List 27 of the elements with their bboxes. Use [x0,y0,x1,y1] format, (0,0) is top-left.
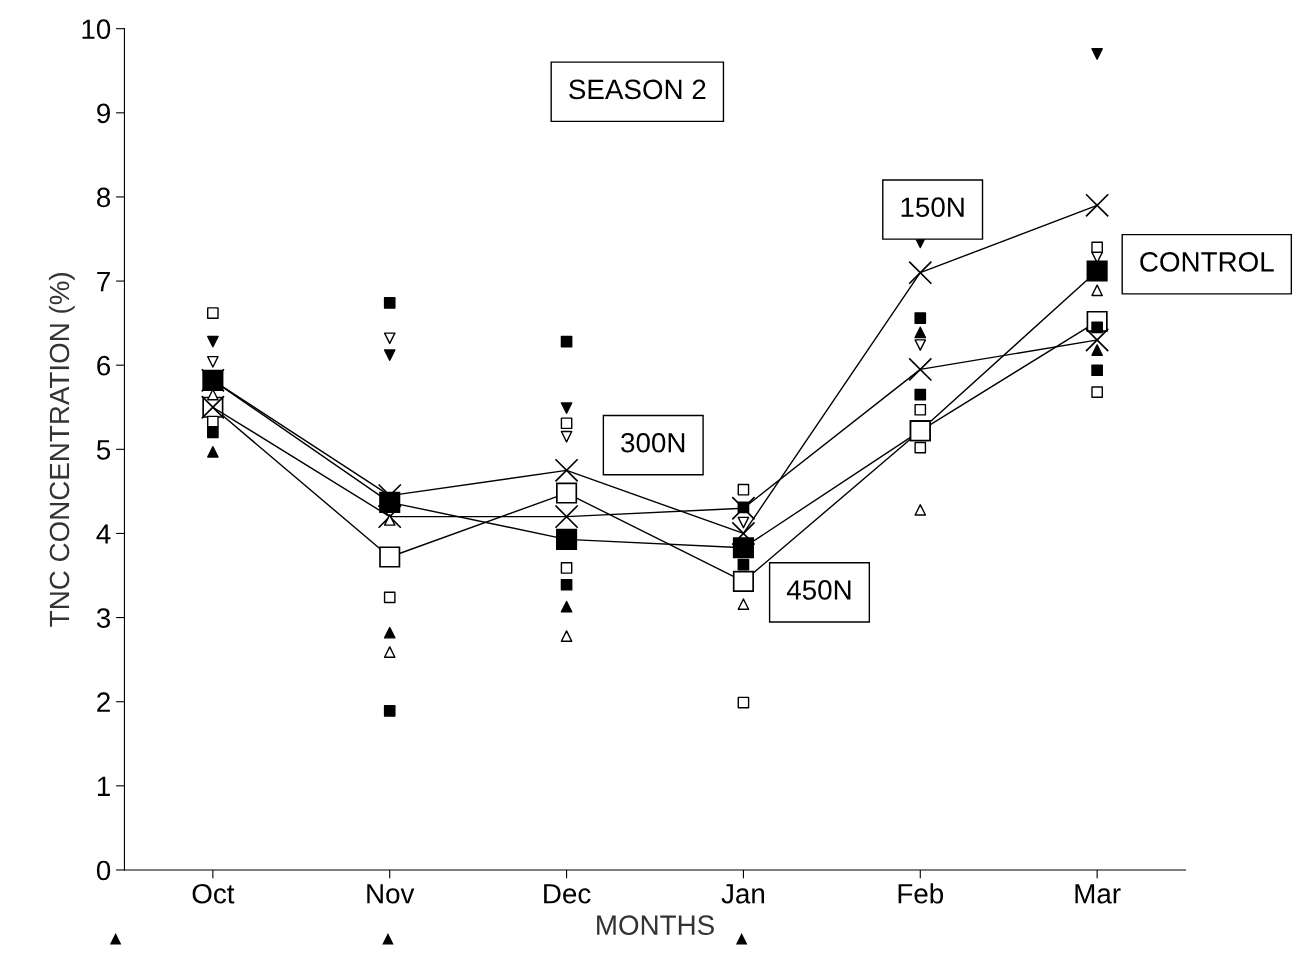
y-tick-label: 2 [97,692,110,712]
x-tick-label: Nov [367,884,415,904]
y-tick-label: 6 [97,355,111,376]
annotation: 300N [621,432,685,453]
text: ▲ [382,933,394,945]
y-tick-label: 4 [96,524,111,544]
text: ▲ [109,933,122,945]
y-tick-label: 10 [82,19,111,40]
annotation: 450N [786,580,851,600]
annotation: CONTROL [1140,252,1274,272]
text: ▲ [735,933,748,945]
x-tick-label: Oct [192,883,235,904]
y-tick-label: 3 [96,608,111,628]
y-axis-title: TNC CONCENTRATION (%) [48,273,75,627]
x-tick-label: Mar [1075,884,1121,904]
y-tick-label: 7 [97,272,110,292]
y-tick-label: 5 [96,440,111,460]
x-axis-title: MONTHS [597,915,714,936]
y-tick-label: 0 [96,860,111,881]
x-tick-label: Feb [898,883,944,904]
annotation: SEASON 2 [569,79,706,100]
y-tick-label: 9 [97,103,110,124]
y-tick-label: 8 [97,187,111,208]
x-tick-label: Jan [721,884,765,904]
x-tick-label: Dec [544,884,591,904]
annotation: 150N [901,197,964,218]
y-tick-label: 1 [97,776,110,796]
